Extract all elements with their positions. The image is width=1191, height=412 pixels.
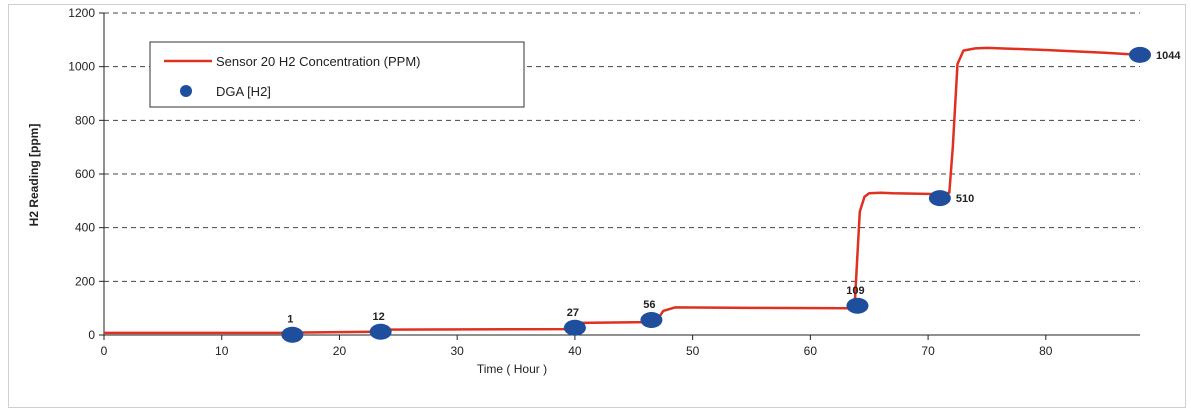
sensor-h2-line bbox=[104, 46, 1141, 335]
dga-point-label-1: 1 bbox=[287, 314, 293, 326]
axes: 0 200 400 600 800 1000 1200 0 10 20 30 40 50 60 70 80 bbox=[68, 6, 1140, 358]
chart-frame bbox=[8, 4, 1186, 408]
legend-box bbox=[149, 41, 525, 108]
dga-point-12 bbox=[369, 323, 392, 340]
dga-point-510 bbox=[928, 190, 951, 207]
x-axis-title: Time ( Hour ) bbox=[477, 362, 547, 376]
dga-point-1 bbox=[281, 326, 304, 343]
y-tick-label-400: 400 bbox=[75, 221, 95, 235]
dga-point-56 bbox=[640, 311, 663, 328]
dga-point-label-510: 510 bbox=[956, 193, 974, 205]
dga-point-label-27: 27 bbox=[567, 307, 579, 319]
x-tick-label-30: 30 bbox=[451, 344, 465, 358]
dga-point-109 bbox=[846, 297, 869, 314]
dga-point-27 bbox=[563, 319, 586, 336]
dga-point-label-56: 56 bbox=[643, 299, 655, 311]
legend-label-sensor: Sensor 20 H2 Concentration (PPM) bbox=[216, 54, 420, 69]
sensor-line-series bbox=[104, 46, 1141, 335]
y-tick-label-800: 800 bbox=[75, 113, 95, 127]
y-tick-label-1200: 1200 bbox=[68, 6, 95, 20]
dga-point-label-12: 12 bbox=[373, 311, 385, 323]
dga-point-1044 bbox=[1129, 46, 1151, 63]
legend-point-swatch bbox=[180, 85, 192, 97]
dga-point-label-1044: 1044 bbox=[1156, 50, 1181, 62]
x-tick-label-80: 80 bbox=[1039, 344, 1053, 358]
x-tick-label-70: 70 bbox=[921, 344, 935, 358]
y-axis-title: H2 Reading [ppm] bbox=[27, 124, 41, 227]
dga-point-label-109: 109 bbox=[846, 285, 864, 297]
y-tick-label-600: 600 bbox=[75, 167, 95, 181]
x-tick-label-40: 40 bbox=[568, 344, 582, 358]
x-tick-label-10: 10 bbox=[215, 344, 229, 358]
y-tick-label-200: 200 bbox=[75, 274, 95, 288]
legend-label-dga: DGA [H2] bbox=[216, 84, 271, 99]
x-tick-label-60: 60 bbox=[804, 344, 818, 358]
dga-points-series: 1 12 27 56 109 510 1044 bbox=[281, 46, 1181, 343]
y-tick-label-0: 0 bbox=[88, 328, 95, 342]
x-tick-label-0: 0 bbox=[101, 344, 108, 358]
y-tick-label-1000: 1000 bbox=[68, 60, 95, 74]
legend: Sensor 20 H2 Concentration (PPM) DGA [H2… bbox=[149, 41, 525, 108]
x-tick-label-20: 20 bbox=[333, 344, 347, 358]
x-tick-label-50: 50 bbox=[686, 344, 700, 358]
